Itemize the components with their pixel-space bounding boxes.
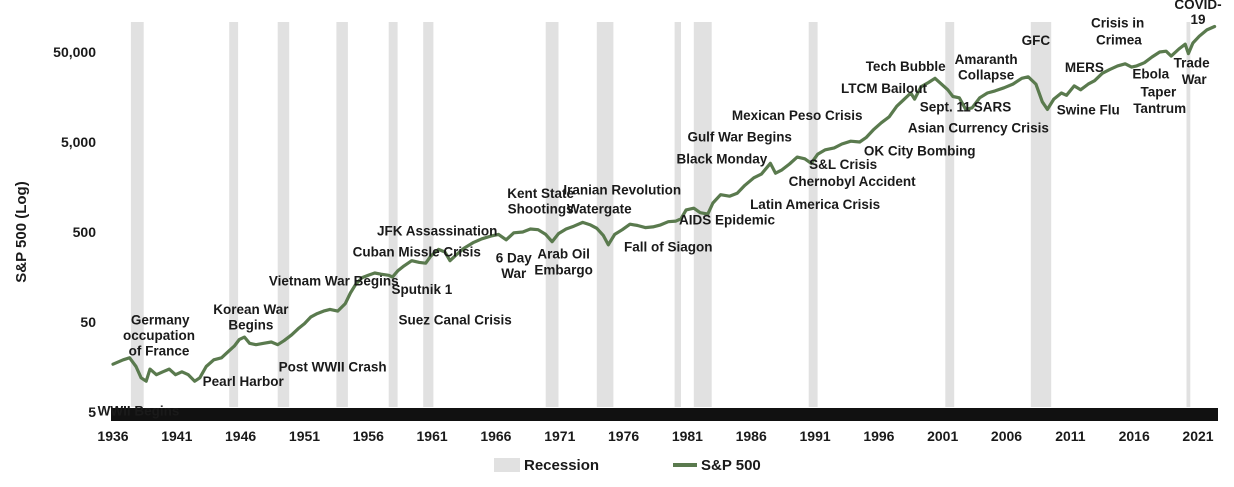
event-annotation: War <box>1182 72 1208 87</box>
event-annotation: Sept. 11 <box>920 100 972 115</box>
recession-band <box>1030 22 1052 407</box>
x-tick-label: 1971 <box>544 428 575 444</box>
recession-band <box>674 22 681 407</box>
legend-label-recession: Recession <box>524 457 599 474</box>
event-annotation: Ebola <box>1132 66 1169 81</box>
event-annotation: Crimea <box>1096 32 1142 47</box>
event-annotation: Embargo <box>534 262 593 277</box>
x-tick-labels: 1936 1941 1946 1951 1956 1961 1966 1971 1976 1981… <box>97 428 1213 444</box>
event-annotation: 6 Day <box>496 250 533 265</box>
event-annotation: Amaranth <box>955 52 1018 67</box>
y-tick-label: 500 <box>73 224 97 240</box>
event-annotation: LTCM Bailout <box>841 81 927 96</box>
event-annotation: Germany <box>131 313 190 328</box>
event-annotation: Sputnik 1 <box>392 282 453 297</box>
event-annotation: Chernobyl Accident <box>789 174 917 189</box>
event-annotation: Latin America Crisis <box>750 197 880 212</box>
recession-band <box>388 22 398 407</box>
x-tick-label: 1976 <box>608 428 639 444</box>
y-tick-label: 50,000 <box>53 44 96 60</box>
x-tick-label: 1986 <box>736 428 767 444</box>
event-annotation: S&L Crisis <box>809 157 877 172</box>
event-annotation: Taper <box>1141 84 1178 99</box>
x-tick-label: 1996 <box>863 428 894 444</box>
recession-band <box>945 22 955 407</box>
event-annotation: Pearl Harbor <box>203 374 285 389</box>
x-tick-label: 1936 <box>97 428 128 444</box>
recession-band <box>229 22 239 407</box>
x-tick-label: 2011 <box>1055 428 1086 444</box>
event-annotation: Vietnam War Begins <box>269 273 399 288</box>
y-tick-labels: 5 50 500 5,000 50,000 <box>53 44 96 420</box>
series-layer <box>111 24 1217 383</box>
recession-band <box>130 22 144 407</box>
x-tick-label: 2021 <box>1182 428 1213 444</box>
x-tick-label: 1981 <box>672 428 703 444</box>
event-annotation: Black Monday <box>677 152 768 167</box>
event-annotation: COVID- <box>1174 0 1221 12</box>
event-annotation: Tech Bubble <box>866 59 946 74</box>
y-tick-label: 50 <box>80 314 96 330</box>
event-annotation: Fall of Siagon <box>624 240 713 255</box>
recession-bands <box>130 22 1191 407</box>
event-annotation: Collapse <box>958 67 1015 82</box>
event-annotation: Korean War <box>213 302 289 317</box>
x-tick-label: 2016 <box>1119 428 1150 444</box>
event-annotation: Iranian Revolution <box>563 183 681 198</box>
x-tick-label: 1966 <box>480 428 511 444</box>
event-annotation: Kent State <box>507 186 574 201</box>
legend: Recession S&P 500 <box>494 457 761 474</box>
recession-band <box>808 22 818 407</box>
x-tick-label: 1961 <box>417 428 448 444</box>
y-tick-label: 5,000 <box>61 134 96 150</box>
legend-swatch-recession <box>494 458 520 472</box>
event-annotation: 19 <box>1190 12 1205 27</box>
recession-band <box>423 22 434 407</box>
event-annotation: Shootings <box>508 202 574 217</box>
recession-band <box>1186 22 1191 407</box>
event-annotation: occupation <box>123 328 195 343</box>
recession-band <box>277 22 290 407</box>
recession-band <box>545 22 559 407</box>
x-tick-label: 1941 <box>161 428 192 444</box>
y-axis-label: S&P 500 (Log) <box>13 181 30 282</box>
series-line-sp500 <box>111 24 1217 383</box>
x-axis-baseline <box>111 408 1218 421</box>
event-annotation: GFC <box>1022 33 1051 48</box>
recession-band <box>336 22 348 407</box>
x-tick-label: 1946 <box>225 428 256 444</box>
event-annotation: Watergate <box>567 202 632 217</box>
event-annotation: MERS <box>1065 60 1104 75</box>
event-annotation: Suez Canal Crisis <box>398 313 511 328</box>
x-tick-label: 2001 <box>927 428 958 444</box>
event-annotation: OK City Bombing <box>864 144 976 159</box>
y-tick-label: 5 <box>88 404 96 420</box>
event-annotation: JFK Assassination <box>377 224 497 239</box>
x-tick-label: 1956 <box>353 428 384 444</box>
event-annotation: Post WWII Crash <box>279 360 387 375</box>
event-annotation: Arab Oil <box>537 246 590 261</box>
recession-band <box>596 22 614 407</box>
event-annotation: Gulf War Begins <box>687 130 792 145</box>
event-annotation: Tantrum <box>1133 101 1186 116</box>
event-annotation: Mexican Peso Crisis <box>732 108 863 123</box>
event-annotation: Cuban Missle Crisis <box>353 244 481 259</box>
event-annotation: Trade <box>1174 56 1211 71</box>
event-annotation: Asian Currency Crisis <box>908 121 1049 136</box>
event-annotation: Crisis in <box>1091 15 1144 30</box>
event-annotation: AIDS Epidemic <box>679 213 776 228</box>
x-tick-label: 2006 <box>991 428 1022 444</box>
legend-label-sp500: S&P 500 <box>701 457 761 474</box>
event-annotation: of France <box>129 344 190 359</box>
event-annotation: Swine Flu <box>1057 102 1120 117</box>
event-annotation: War <box>501 266 527 281</box>
x-tick-label: 1991 <box>800 428 831 444</box>
event-annotation: Begins <box>228 317 273 332</box>
event-annotation: WWII Begins <box>98 404 180 419</box>
baseline-band <box>111 408 1218 421</box>
x-tick-label: 1951 <box>289 428 320 444</box>
event-annotation: SARS <box>974 100 1012 115</box>
